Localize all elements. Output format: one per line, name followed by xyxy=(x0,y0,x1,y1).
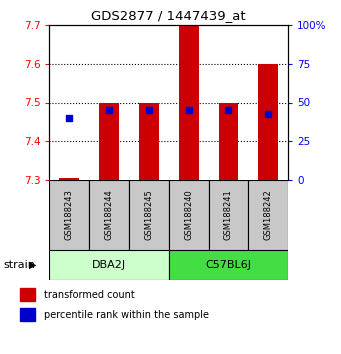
Bar xyxy=(258,64,278,180)
Bar xyxy=(59,178,79,180)
Text: GSM188243: GSM188243 xyxy=(65,189,74,240)
Title: GDS2877 / 1447439_at: GDS2877 / 1447439_at xyxy=(91,10,246,22)
Bar xyxy=(169,180,209,250)
Bar xyxy=(248,180,288,250)
Bar xyxy=(209,180,248,250)
Text: strain: strain xyxy=(3,260,35,270)
Bar xyxy=(169,250,288,280)
Text: GSM188244: GSM188244 xyxy=(105,190,114,240)
Bar xyxy=(139,103,159,180)
Text: transformed count: transformed count xyxy=(44,290,135,299)
Text: GSM188245: GSM188245 xyxy=(144,190,153,240)
Bar xyxy=(20,308,35,321)
Bar xyxy=(129,180,169,250)
Text: GSM188240: GSM188240 xyxy=(184,190,193,240)
Text: GSM188242: GSM188242 xyxy=(264,190,273,240)
Text: percentile rank within the sample: percentile rank within the sample xyxy=(44,310,209,320)
Bar xyxy=(49,180,89,250)
Bar xyxy=(219,103,238,180)
Bar xyxy=(20,288,35,301)
Bar xyxy=(49,250,169,280)
Bar xyxy=(89,180,129,250)
Text: C57BL6J: C57BL6J xyxy=(206,260,251,270)
Text: DBA2J: DBA2J xyxy=(92,260,126,270)
Bar xyxy=(99,103,119,180)
Text: ▶: ▶ xyxy=(29,260,36,270)
Text: GSM188241: GSM188241 xyxy=(224,190,233,240)
Bar xyxy=(179,17,198,180)
